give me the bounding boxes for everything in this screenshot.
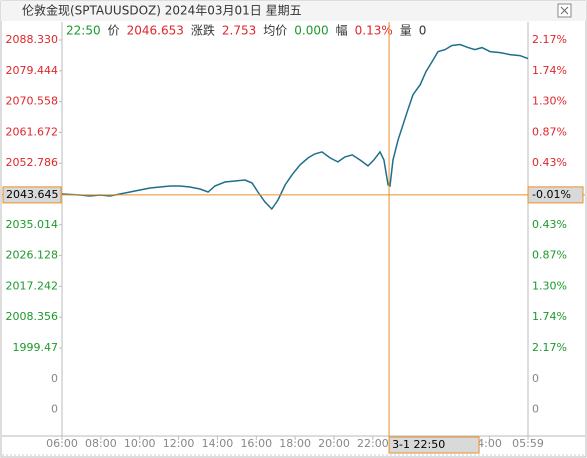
x-tick-label: 16:00 (240, 437, 272, 450)
y-tick-label: 0 (51, 403, 58, 416)
title: 伦敦金现(SPTAUUSDOZ) 2024年03月01日 星期五 (22, 3, 302, 18)
price-line (61, 43, 529, 211)
y-tick-label: 2035.014 (6, 218, 59, 231)
y2-tick-label: 2.17% (532, 341, 567, 354)
x-tick-label: 06:00 (46, 437, 78, 450)
info-vol: 0 (419, 24, 427, 38)
info-avg-label: 均价 (263, 24, 287, 38)
info-change-label: 涨跌 (191, 23, 215, 38)
cursor-time: 3-1 22:50 (392, 438, 445, 451)
x-tick-label: 14:00 (202, 437, 234, 450)
x-tick-label: 18:00 (279, 437, 311, 450)
y-tick-label: 2070.558 (6, 95, 59, 108)
y2-tick-label: 1.30% (532, 95, 567, 108)
info-price: 2046.653 (127, 24, 184, 38)
y-tick-label: 2017.242 (6, 279, 59, 292)
cursor-price: 2043.645 (6, 188, 59, 201)
info-bar: 22:50 价 2046.653 涨跌 2.753 均价 0.000 幅 0.13% 量 0 (66, 23, 426, 38)
x-tick-label: 05:59 (512, 437, 544, 450)
y2-tick-label: 1.74% (532, 310, 567, 323)
info-pct-label: 幅 (336, 23, 348, 38)
y2-tick-label: 0.87% (532, 125, 567, 138)
x-tick-label: 20:00 (318, 437, 350, 450)
y-tick-label: 2026.128 (6, 249, 59, 262)
y-tick-label: 2088.330 (6, 33, 59, 46)
y2-tick-label: 0 (532, 403, 539, 416)
y-tick-label: 2061.672 (6, 125, 59, 138)
x-tick-label: 10:00 (124, 437, 156, 450)
info-price-label: 价 (108, 24, 120, 38)
y2-tick-label: 0.43% (532, 156, 567, 169)
y-tick-label: 2079.444 (6, 64, 59, 77)
x-tick-label: 08:00 (85, 437, 117, 450)
x-tick-label: 22:00 (357, 437, 389, 450)
y2-tick-label: 2.17% (532, 33, 567, 46)
y2-tick-label: 0.87% (532, 249, 567, 262)
cursor-time-box (388, 436, 480, 454)
y2-tick-label: 1.30% (532, 279, 567, 292)
cursor-pct: -0.01% (532, 188, 571, 201)
info-change: 2.753 (222, 24, 256, 38)
y-tick-label: 2052.786 (6, 156, 59, 169)
y2-tick-label: 0.43% (532, 218, 567, 231)
y-tick-label: 2008.356 (6, 310, 59, 323)
y-tick-label: 1999.47 (13, 341, 59, 354)
info-pct: 0.13% (355, 24, 393, 38)
close-icon (560, 6, 569, 15)
info-vol-label: 量 (400, 24, 412, 38)
y2-tick-label: 1.74% (532, 64, 567, 77)
x-tick-label: 4:00 (477, 437, 502, 450)
cursor-price-box (2, 186, 62, 204)
cursor-pct-box (527, 186, 584, 204)
title-bar (1, 1, 586, 21)
info-avg: 0.000 (294, 24, 328, 38)
y-tick-label: 0 (51, 372, 58, 385)
y2-tick-label: 0 (532, 372, 539, 385)
info-time: 22:50 (66, 24, 101, 38)
x-tick-label: 12:00 (163, 437, 195, 450)
